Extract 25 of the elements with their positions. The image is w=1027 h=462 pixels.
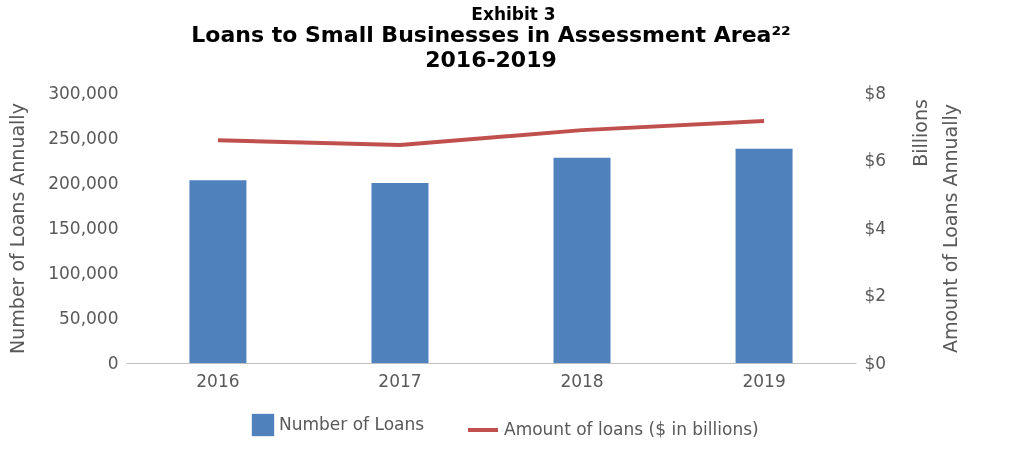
y-axis-title: Number of Loans Annually: [6, 103, 29, 354]
y2-axis-title: Amount of Loans Annually: [939, 103, 962, 354]
y-tick-label: 0: [107, 352, 119, 373]
x-tick-label: 2019: [742, 370, 786, 391]
y2-tick-label: $0: [864, 352, 887, 373]
y-tick-label: 200,000: [48, 172, 119, 193]
legend-label: Amount of loans ($ in billions): [504, 419, 759, 439]
x-tick-label: 2018: [560, 370, 604, 391]
text: Billions: [909, 99, 931, 167]
y-tick-label: 50,000: [59, 307, 119, 328]
y-tick-label: 250,000: [48, 127, 119, 148]
y2-tick-label: $8: [864, 82, 887, 103]
x-tick-label: 2017: [378, 370, 422, 391]
text: Exhibit 3: [470, 4, 557, 24]
chart-title: Loans to Small Businesses in Assessment Area²²: [191, 22, 791, 47]
chart-subtitle: 2016-2019: [425, 47, 557, 72]
y-tick-label: 300,000: [48, 82, 119, 103]
y-tick-label: 100,000: [48, 262, 119, 283]
legend-label: Number of Loans: [279, 414, 425, 434]
y2-tick-label: $4: [864, 217, 887, 238]
line-series: [215, 119, 767, 147]
y2-tick-label: $6: [864, 150, 887, 170]
y2-tick-label: $2: [864, 285, 887, 305]
y-tick-label: 150,000: [48, 217, 119, 238]
x-tick-label: 2016: [196, 370, 240, 391]
